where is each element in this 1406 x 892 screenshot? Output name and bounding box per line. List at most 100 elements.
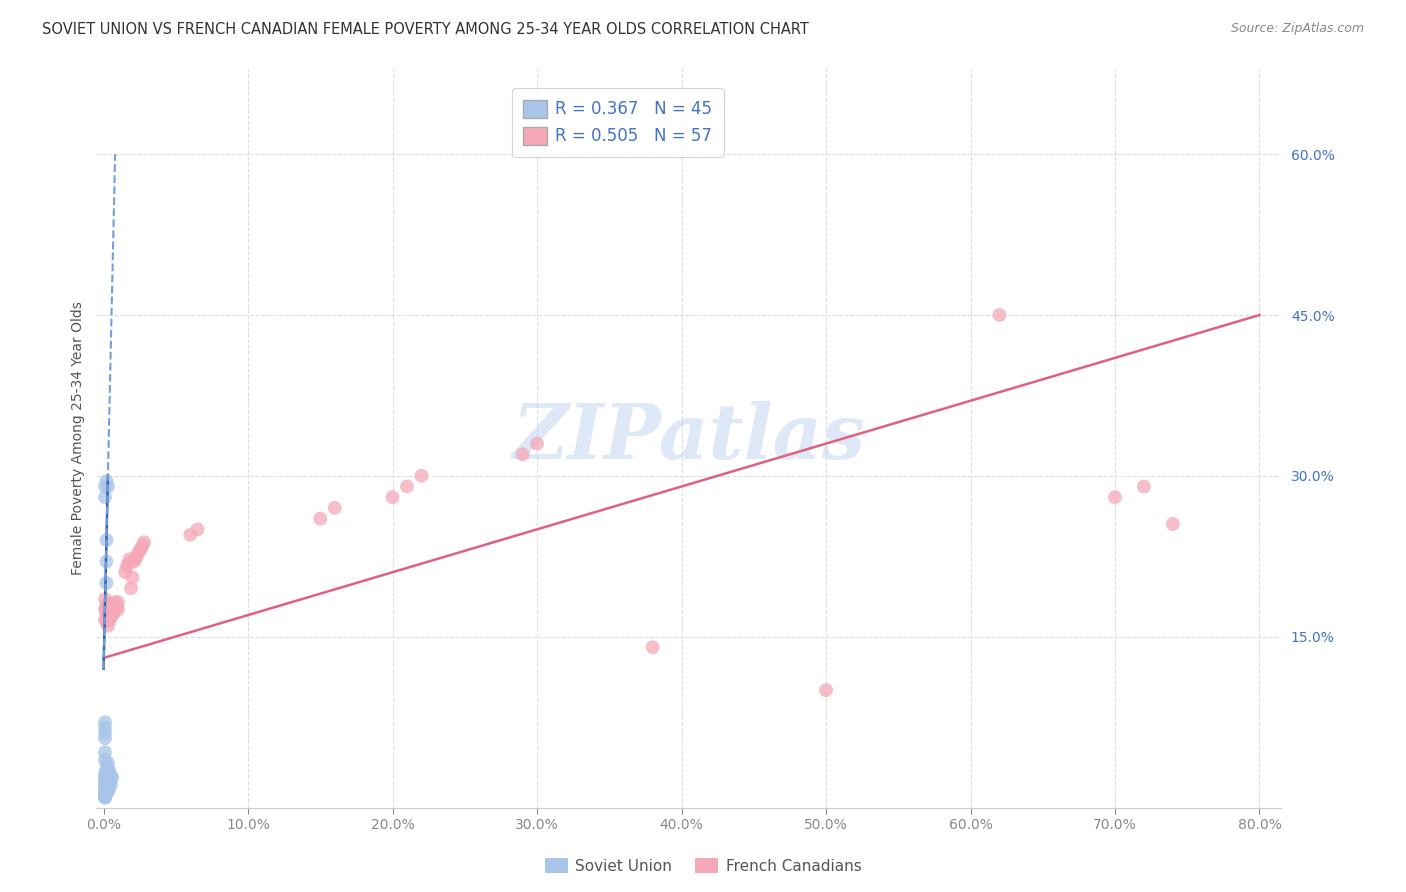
Point (107, 603, 129, 617)
Point (97, 756, 120, 770)
Point (94, 592, 117, 607)
Point (128, 543, 150, 558)
Point (97, 764, 120, 778)
Point (94, 790, 117, 805)
Point (97, 479, 120, 493)
Point (131, 538, 153, 552)
Point (118, 552, 141, 566)
Point (97, 619, 120, 633)
Point (125, 549, 148, 563)
Point (94, 790, 117, 805)
Point (94, 785, 117, 799)
Point (94, 745, 117, 759)
Point (97, 771, 120, 785)
Point (104, 603, 127, 617)
Point (94, 790, 117, 805)
Point (103, 606, 125, 620)
Point (96, 533, 118, 547)
Point (94, 603, 117, 617)
Point (94, 790, 117, 805)
Point (127, 546, 149, 560)
Point (94, 721, 117, 735)
Point (114, 565, 136, 579)
Point (411, 468, 433, 483)
Text: SOVIET UNION VS FRENCH CANADIAN FEMALE POVERTY AMONG 25-34 YEAR OLDS CORRELATION: SOVIET UNION VS FRENCH CANADIAN FEMALE P… (42, 22, 808, 37)
Point (98, 608, 121, 623)
Point (814, 683, 837, 698)
Point (94, 753, 117, 767)
Point (94, 726, 117, 740)
Point (107, 595, 129, 609)
Point (186, 522, 208, 536)
Point (122, 554, 145, 568)
Point (101, 771, 124, 785)
Point (641, 640, 664, 655)
Point (179, 527, 201, 541)
Point (120, 582, 142, 596)
Point (97, 780, 120, 794)
Point (96, 554, 118, 568)
Point (988, 308, 1011, 322)
Point (103, 599, 125, 614)
Point (94, 777, 117, 791)
Point (94, 790, 117, 805)
Point (96, 608, 118, 623)
Point (98, 603, 121, 617)
Point (101, 603, 124, 617)
Point (96, 766, 118, 780)
Text: ZIPatlas: ZIPatlas (512, 401, 865, 475)
Y-axis label: Female Poverty Among 25-34 Year Olds: Female Poverty Among 25-34 Year Olds (72, 301, 86, 575)
Point (94, 766, 117, 780)
Point (96, 598, 118, 612)
Text: Source: ZipAtlas.com: Source: ZipAtlas.com (1230, 22, 1364, 36)
Point (96, 771, 118, 785)
Point (98, 774, 121, 789)
Point (1133, 479, 1156, 493)
Point (121, 571, 143, 585)
Point (124, 552, 146, 566)
Point (96, 764, 118, 778)
Point (100, 769, 122, 783)
Point (97, 785, 120, 799)
Point (97, 598, 120, 612)
Legend: Soviet Union, French Canadians: Soviet Union, French Canadians (538, 852, 868, 880)
Point (94, 731, 117, 746)
Point (117, 557, 139, 571)
Point (132, 535, 155, 549)
Point (395, 479, 418, 493)
Point (100, 606, 122, 620)
Point (129, 541, 152, 556)
Point (100, 610, 122, 624)
Point (104, 595, 127, 609)
Point (309, 511, 332, 525)
Point (96, 614, 118, 628)
Point (96, 603, 118, 617)
Point (94, 490, 117, 504)
Point (96, 758, 118, 772)
Point (100, 777, 122, 791)
Point (98, 614, 121, 628)
Point (98, 598, 121, 612)
Point (96, 576, 118, 591)
Point (94, 780, 117, 794)
Point (512, 447, 534, 461)
Point (100, 599, 122, 614)
Legend: R = 0.367   N = 45, R = 0.505   N = 57: R = 0.367 N = 45, R = 0.505 N = 57 (512, 88, 724, 157)
Point (94, 782, 117, 797)
Point (98, 781, 121, 796)
Point (96, 777, 118, 791)
Point (381, 490, 404, 504)
Point (94, 788, 117, 802)
Point (94, 715, 117, 730)
Point (101, 598, 124, 612)
Point (94, 774, 117, 789)
Point (94, 479, 117, 493)
Point (94, 614, 117, 628)
Point (101, 608, 124, 623)
Point (94, 787, 117, 801)
Point (115, 559, 138, 574)
Point (1161, 516, 1184, 531)
Point (97, 603, 120, 617)
Point (323, 500, 346, 515)
Point (94, 771, 117, 785)
